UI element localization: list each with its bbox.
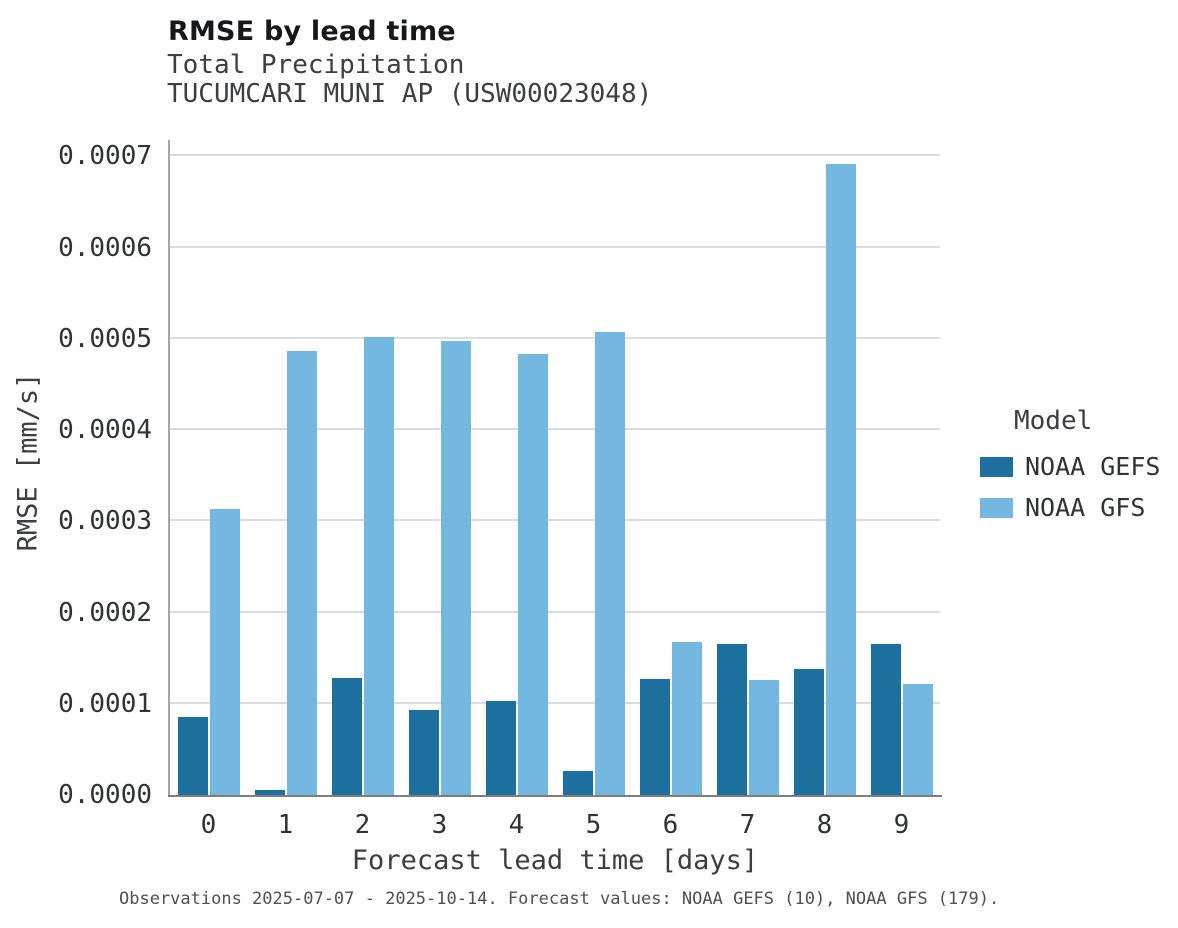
bar-noaa-gefs-day-3: [408, 710, 439, 795]
bar-noaa-gfs-day-6: [671, 641, 702, 795]
y-tick-label: 0.0004: [58, 415, 152, 446]
gridline: [170, 336, 940, 339]
chart-subtitle-station: TUCUMCARI MUNI AP (USW00023048): [167, 79, 653, 109]
bar-group-day-4: [478, 140, 555, 795]
bar-noaa-gfs-day-0: [209, 509, 240, 795]
bar-group-day-7: [709, 140, 786, 795]
bar-noaa-gfs-day-8: [825, 163, 856, 795]
legend-title: Model: [1014, 406, 1093, 436]
bar-noaa-gefs-day-7: [716, 643, 747, 795]
bar-group-day-8: [786, 140, 863, 795]
bar-noaa-gfs-day-1: [286, 350, 317, 795]
bar-groups: [170, 140, 940, 795]
x-tick-label: 0: [200, 810, 217, 840]
gridline: [170, 701, 940, 704]
bar-group-day-0: [170, 140, 247, 795]
y-tick-label: 0.0003: [58, 506, 152, 537]
gridline: [170, 610, 940, 613]
x-tick-label: 5: [585, 810, 602, 840]
y-tick-label: 0.0002: [58, 597, 152, 628]
bar-noaa-gefs-day-1: [254, 790, 285, 795]
gridline: [170, 428, 940, 431]
legend-label: NOAA GFS: [1025, 493, 1146, 522]
bar-group-day-2: [324, 140, 401, 795]
x-axis-label: Forecast lead time [days]: [351, 845, 759, 876]
y-tick-label: 0.0006: [58, 232, 152, 263]
plot-area: [170, 140, 940, 795]
bar-noaa-gfs-day-2: [363, 337, 394, 795]
caption: Observations 2025-07-07 - 2025-10-14. Fo…: [119, 889, 1000, 909]
gridline: [170, 519, 940, 522]
chart-subtitle-variable: Total Precipitation: [167, 50, 465, 80]
bar-noaa-gefs-day-6: [639, 679, 670, 795]
bar-noaa-gefs-day-4: [485, 701, 516, 795]
x-axis-spine: [168, 795, 942, 797]
y-axis-spine: [168, 140, 170, 797]
bar-noaa-gefs-day-0: [177, 717, 208, 795]
chart-title: RMSE by lead time: [168, 16, 456, 47]
x-tick-label: 1: [277, 810, 294, 840]
y-tick-labels: 0.0000 0.0001 0.0002 0.0003 0.0004 0.0005 0.00…: [0, 140, 152, 810]
legend-swatch: [980, 497, 1013, 518]
bar-group-day-5: [555, 140, 632, 795]
gridline: [170, 154, 940, 157]
legend-item-noaa-gefs: NOAA GEFS: [980, 452, 1160, 481]
bar-noaa-gefs-day-5: [562, 771, 593, 795]
x-tick-label: 4: [508, 810, 525, 840]
y-tick-label: 0.0007: [58, 141, 152, 172]
legend-label: NOAA GEFS: [1025, 452, 1161, 481]
x-tick-label: 9: [893, 810, 910, 840]
y-tick-label: 0.0005: [58, 323, 152, 354]
legend: Model NOAA GEFS NOAA GFS: [980, 406, 1160, 534]
bar-noaa-gfs-day-4: [517, 354, 548, 795]
x-tick-label: 3: [431, 810, 448, 840]
x-tick-labels: 0 1 2 3 4 5 6 7 8 9: [170, 810, 940, 840]
y-tick-label: 0.0000: [58, 780, 152, 810]
gridline: [170, 245, 940, 248]
bar-noaa-gefs-day-2: [331, 678, 362, 795]
x-tick-label: 8: [816, 810, 833, 840]
legend-item-noaa-gfs: NOAA GFS: [980, 493, 1160, 522]
bar-group-day-9: [863, 140, 940, 795]
bar-noaa-gfs-day-3: [440, 340, 471, 795]
bar-group-day-6: [632, 140, 709, 795]
x-tick-label: 6: [662, 810, 679, 840]
x-tick-label: 2: [354, 810, 371, 840]
bar-noaa-gfs-day-5: [594, 331, 625, 795]
bar-noaa-gefs-day-8: [793, 669, 824, 795]
legend-swatch: [980, 456, 1013, 477]
legend-items: NOAA GEFS NOAA GFS: [980, 452, 1160, 522]
x-tick-label: 7: [739, 810, 756, 840]
y-tick-label: 0.0001: [58, 688, 152, 719]
bar-group-day-3: [401, 140, 478, 795]
bar-group-day-1: [247, 140, 324, 795]
bar-noaa-gfs-day-7: [748, 680, 779, 795]
bar-noaa-gfs-day-9: [902, 683, 933, 795]
bar-noaa-gefs-day-9: [870, 644, 901, 795]
